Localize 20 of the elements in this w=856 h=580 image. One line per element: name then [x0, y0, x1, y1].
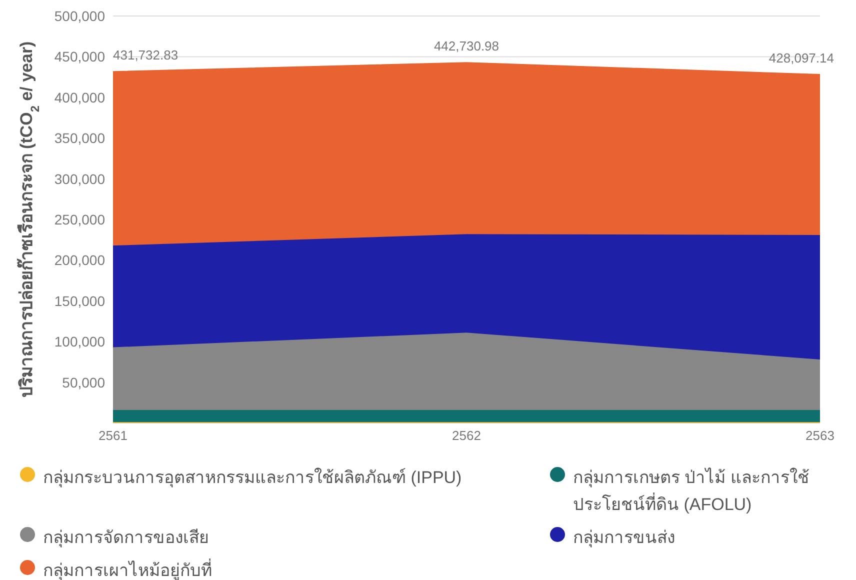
y-tick-label: 150,000	[54, 292, 106, 309]
total-label: 442,730.98	[434, 38, 500, 54]
legend-label: กลุ่มการจัดการของเสีย	[43, 527, 210, 550]
y-tick-label: 300,000	[54, 170, 106, 187]
y-tick-label: 350,000	[54, 130, 106, 146]
y-tick-label: 250,000	[54, 211, 106, 228]
total-label: 431,732.83	[113, 48, 178, 63]
x-tick-label: 2561	[98, 428, 128, 444]
legend-label: กลุ่มการเกษตร ป่าไม้ และการใช้ประโยชน์ที่ดิน (AFOLU)	[573, 466, 810, 516]
y-tick-label: 100,000	[54, 334, 106, 350]
x-tick-label: 2563	[806, 428, 834, 444]
y-tick-label: 200,000	[54, 252, 106, 268]
x-tick-label: 2562	[452, 428, 481, 444]
y-tick-label: 450,000	[54, 48, 106, 65]
legend-label: กลุ่มการขนส่ง	[573, 527, 676, 550]
total-label: 428,097.14	[768, 50, 834, 66]
y-tick-label: 400,000	[54, 89, 106, 106]
y-tick-label: 500,000	[54, 8, 106, 24]
y-tick-label: 50,000	[62, 374, 106, 390]
legend-label: กลุ่มกระบวนการอุตสาหกรรมและการใช้ผลิตภัณฑ์ (IPPU)	[43, 466, 463, 490]
